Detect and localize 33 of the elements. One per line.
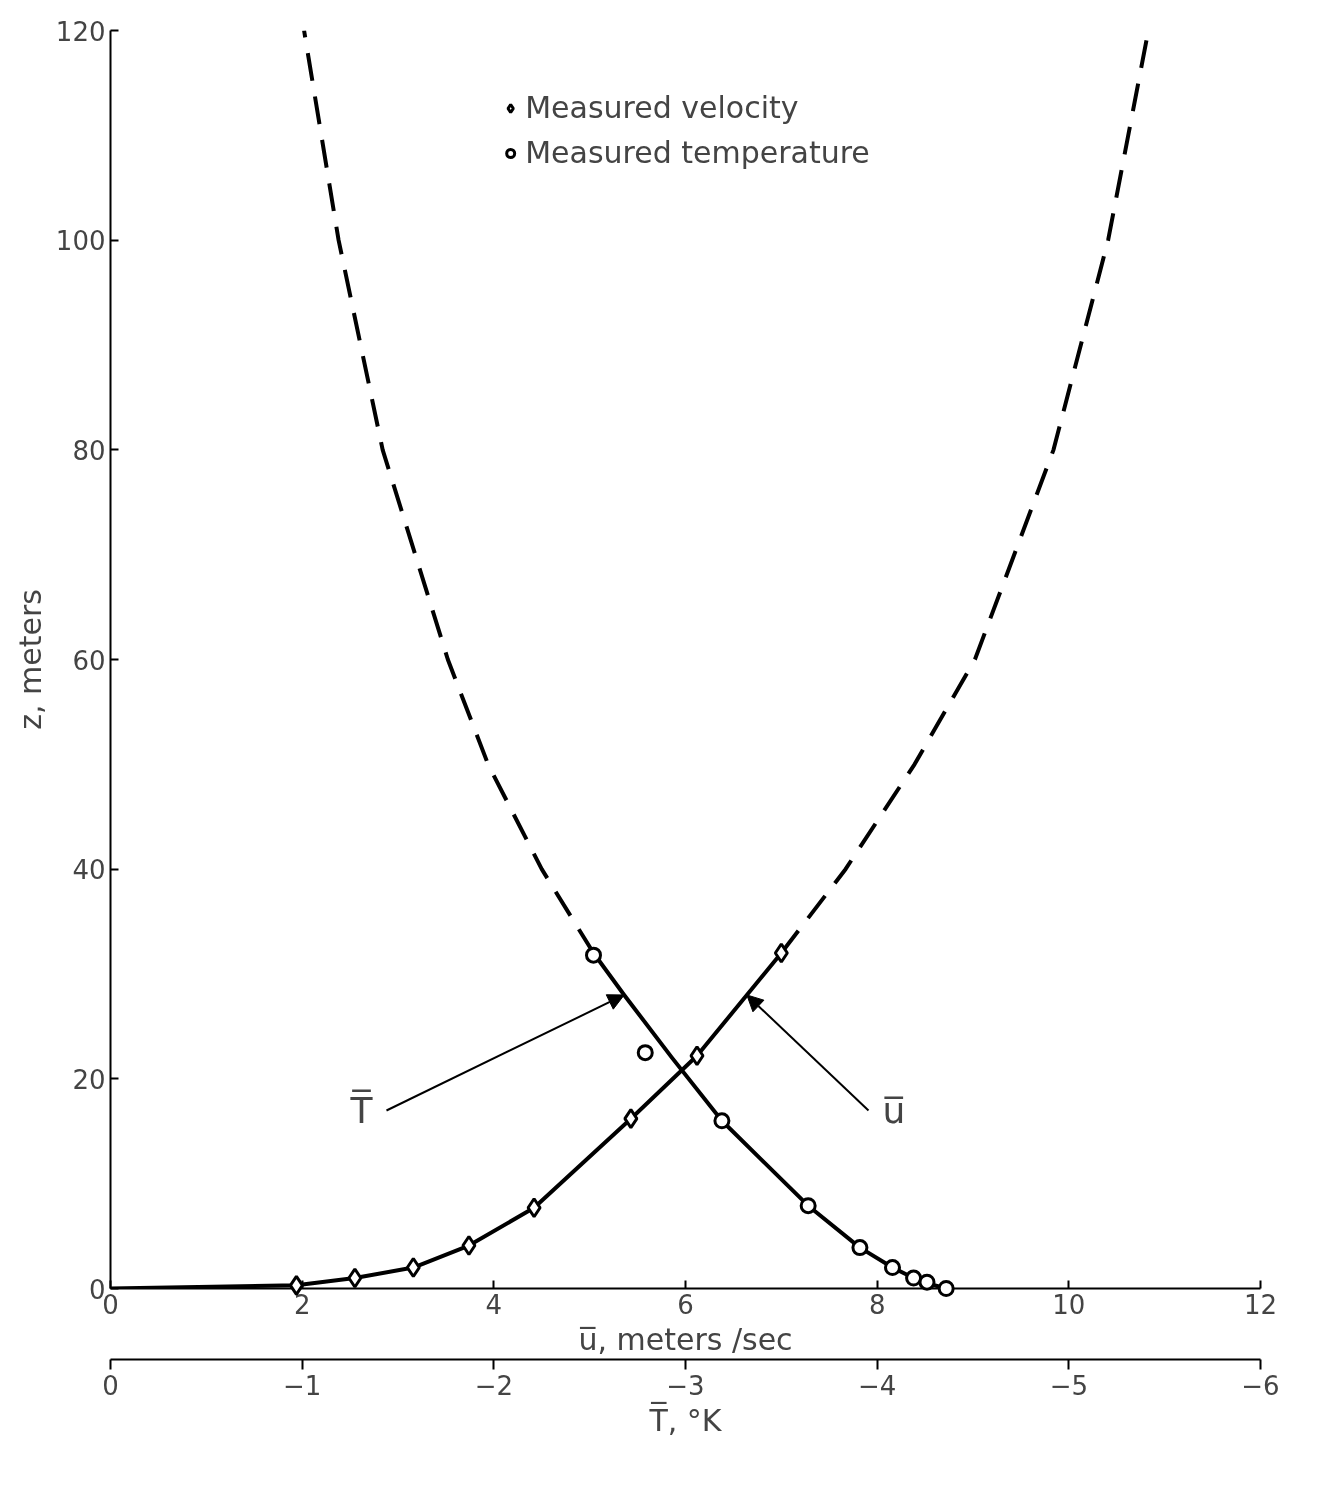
- point: [773, 942, 789, 964]
- x2-tick-label: −3: [666, 1370, 705, 1401]
- x2-tick-label: −2: [474, 1370, 513, 1401]
- point: [689, 1045, 705, 1067]
- x2-tick-label: −4: [858, 1370, 897, 1401]
- legend-label: Measured velocity: [525, 90, 799, 125]
- x2-tick-label: −1: [283, 1370, 322, 1401]
- x2-tick-label: −5: [1049, 1370, 1088, 1401]
- y-tick-label: 80: [72, 435, 106, 466]
- annotation: T̅: [349, 1089, 374, 1131]
- point: [623, 1108, 639, 1130]
- y-tick-label: 20: [72, 1064, 106, 1095]
- point: [347, 1267, 363, 1289]
- y-tick-label: 100: [55, 226, 106, 257]
- point: [288, 1274, 304, 1296]
- y-tick-label: 120: [55, 16, 106, 47]
- x-tick-label: 10: [1052, 1289, 1086, 1320]
- x-tick-label: 2: [293, 1289, 311, 1320]
- x2-tick-label: −6: [1241, 1370, 1280, 1401]
- y-tick-label: 40: [72, 855, 106, 886]
- point: [461, 1235, 477, 1257]
- x-tick-label: 6: [677, 1289, 694, 1320]
- point: [526, 1197, 542, 1219]
- x-axis-title: u̅, meters /sec: [578, 1321, 793, 1357]
- point: [405, 1257, 421, 1279]
- legend-label: Measured temperature: [525, 135, 870, 170]
- x2-axis-title: T̅, °K: [648, 1401, 723, 1438]
- x-tick-label: 12: [1243, 1289, 1278, 1320]
- x-tick-label: 4: [485, 1289, 503, 1320]
- y-tick-label: 60: [72, 645, 106, 676]
- annotation: u̅: [882, 1090, 906, 1131]
- x-tick-label: 8: [868, 1289, 886, 1320]
- y-axis-title: z, meters: [12, 589, 48, 730]
